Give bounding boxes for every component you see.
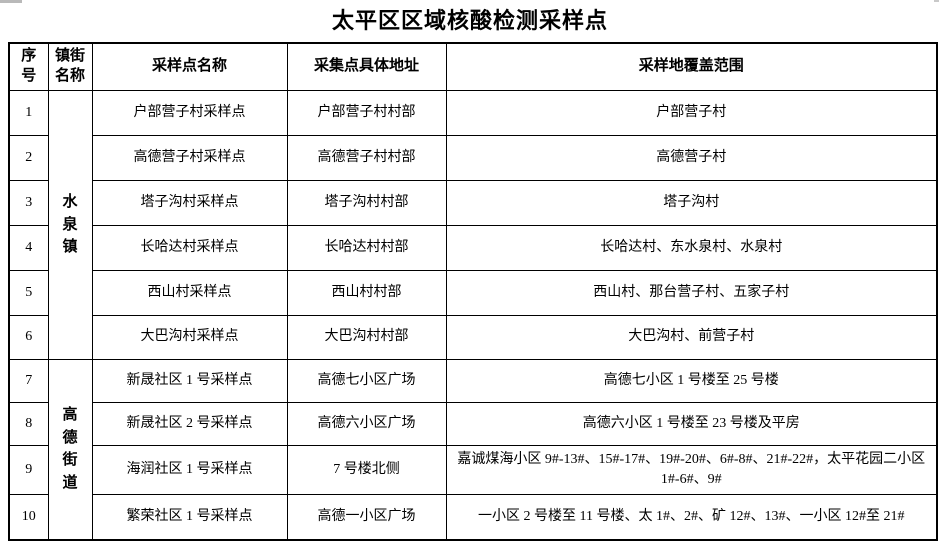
cell-coverage: 西山村、那台营子村、五家子村 — [445, 270, 938, 316]
cell-coverage: 长哈达村、东水泉村、水泉村 — [445, 225, 938, 271]
cell-coverage: 塔子沟村 — [445, 180, 938, 226]
cell-address: 7 号楼北侧 — [286, 445, 447, 495]
table-row: 4 长哈达村采样点 长哈达村村部 长哈达村、东水泉村、水泉村 — [8, 225, 938, 271]
cell-site-name: 塔子沟村采样点 — [91, 180, 288, 226]
screen-artifact-top-left — [0, 0, 22, 3]
cell-site-name: 西山村采样点 — [91, 270, 288, 316]
table-row: 2 高德营子村采样点 高德营子村村部 高德营子村 — [8, 135, 938, 181]
cell-site-name: 新晟社区 1 号采样点 — [91, 359, 288, 403]
column-header-coverage: 采样地覆盖范围 — [445, 42, 938, 91]
cell-address: 西山村村部 — [286, 270, 447, 316]
cell-site-name: 长哈达村采样点 — [91, 225, 288, 271]
cell-site-name: 新晟社区 2 号采样点 — [91, 402, 288, 446]
column-header-address: 采集点具体地址 — [286, 42, 447, 91]
cell-coverage: 嘉诚煤海小区 9#-13#、15#-17#、19#-20#、6#-8#、21#-… — [445, 445, 938, 495]
header-row: 序号 镇街名称 采样点名称 采集点具体地址 采样地覆盖范围 — [8, 42, 938, 91]
column-header-site: 采样点名称 — [91, 42, 288, 91]
cell-address: 高德六小区广场 — [286, 402, 447, 446]
cell-site-name: 户部营子村采样点 — [91, 90, 288, 136]
cell-address: 高德七小区广场 — [286, 359, 447, 403]
sampling-points-table: 序号 镇街名称 采样点名称 采集点具体地址 采样地覆盖范围 1 水泉镇 户部营子… — [8, 42, 938, 541]
cell-address: 长哈达村村部 — [286, 225, 447, 271]
group-label: 高德街道 — [62, 407, 78, 491]
cell-coverage: 高德六小区 1 号楼至 23 号楼及平房 — [445, 402, 938, 446]
cell-no: 7 — [8, 359, 49, 403]
cell-coverage: 一小区 2 号楼至 11 号楼、太 1#、2#、矿 12#、13#、一小区 12… — [445, 494, 938, 540]
cell-coverage: 高德七小区 1 号楼至 25 号楼 — [445, 359, 938, 403]
cell-coverage: 大巴沟村、前营子村 — [445, 315, 938, 360]
page-title: 太平区区域核酸检测采样点 — [331, 9, 608, 34]
group-cell-shuiquan: 水泉镇 — [47, 90, 93, 360]
cell-address: 高德营子村村部 — [286, 135, 447, 181]
table-row: 10 繁荣社区 1 号采样点 高德一小区广场 一小区 2 号楼至 11 号楼、太… — [8, 494, 938, 540]
cell-coverage: 户部营子村 — [445, 90, 938, 136]
cell-site-name: 高德营子村采样点 — [91, 135, 288, 181]
cell-address: 塔子沟村村部 — [286, 180, 447, 226]
table-row: 8 新晟社区 2 号采样点 高德六小区广场 高德六小区 1 号楼至 23 号楼及… — [8, 402, 938, 446]
column-header-town: 镇街名称 — [47, 42, 93, 91]
column-header-no-label: 序号 — [21, 48, 37, 85]
cell-no: 3 — [8, 180, 49, 226]
cell-no: 10 — [8, 494, 49, 540]
cell-site-name: 海润社区 1 号采样点 — [91, 445, 288, 495]
cell-address: 户部营子村村部 — [286, 90, 447, 136]
cell-no: 8 — [8, 402, 49, 446]
cell-no: 6 — [8, 315, 49, 360]
column-header-no: 序号 — [8, 42, 49, 91]
group-label: 水泉镇 — [62, 194, 78, 256]
table-row: 6 大巴沟村采样点 大巴沟村村部 大巴沟村、前营子村 — [8, 315, 938, 360]
group-cell-gaode: 高德街道 — [47, 359, 93, 540]
cell-address: 高德一小区广场 — [286, 494, 447, 540]
cell-site-name: 大巴沟村采样点 — [91, 315, 288, 360]
screen-artifact-top-right — [934, 0, 939, 2]
cell-no: 4 — [8, 225, 49, 271]
table-row: 1 水泉镇 户部营子村采样点 户部营子村村部 户部营子村 — [8, 90, 938, 360]
table-row: 7 高德街道 新晟社区 1 号采样点 高德七小区广场 高德七小区 1 号楼至 2… — [8, 359, 938, 540]
table-row: 3 塔子沟村采样点 塔子沟村村部 塔子沟村 — [8, 180, 938, 226]
cell-no: 5 — [8, 270, 49, 316]
cell-no: 9 — [8, 445, 49, 495]
cell-no: 2 — [8, 135, 49, 181]
cell-address: 大巴沟村村部 — [286, 315, 447, 360]
cell-site-name: 繁荣社区 1 号采样点 — [91, 494, 288, 540]
cell-coverage: 高德营子村 — [445, 135, 938, 181]
table-row: 9 海润社区 1 号采样点 7 号楼北侧 嘉诚煤海小区 9#-13#、15#-1… — [8, 445, 938, 495]
column-header-town-label: 镇街名称 — [54, 48, 85, 85]
cell-no: 1 — [8, 90, 49, 136]
table-row: 5 西山村采样点 西山村村部 西山村、那台营子村、五家子村 — [8, 270, 938, 316]
